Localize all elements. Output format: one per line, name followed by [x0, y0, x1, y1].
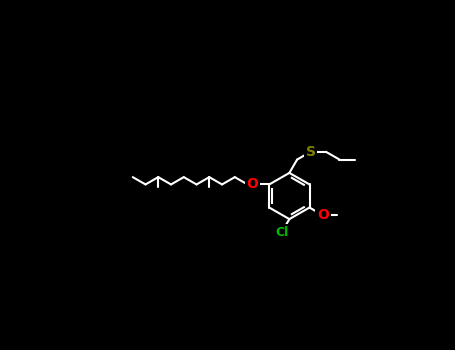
Text: S: S — [306, 145, 316, 159]
Text: O: O — [246, 177, 258, 191]
Text: Cl: Cl — [275, 226, 288, 239]
Text: O: O — [317, 208, 329, 222]
